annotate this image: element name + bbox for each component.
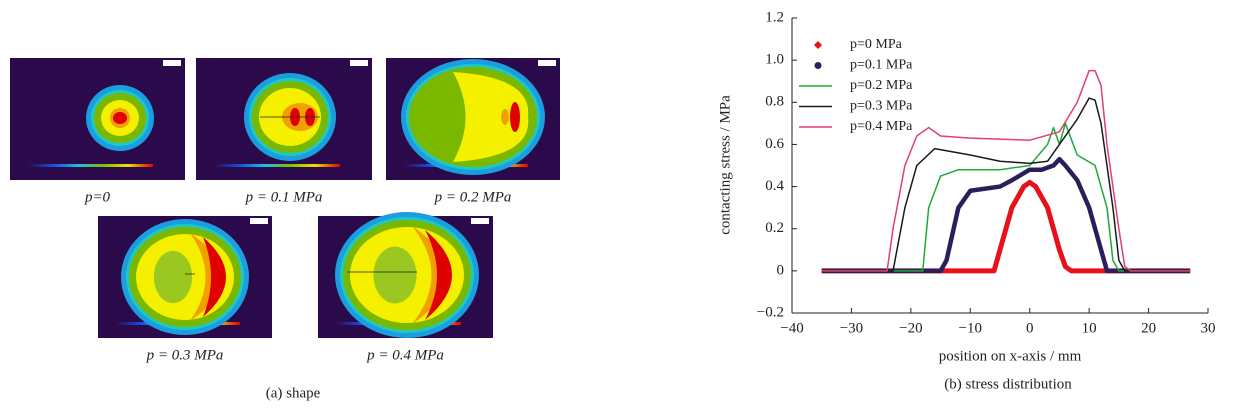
y-tick-label: 0.4: [765, 178, 784, 194]
image-label: p = 0.4 MPa: [366, 347, 444, 363]
y-tick-label: 0.8: [765, 94, 784, 110]
y-tick-label: −0.2: [757, 304, 784, 320]
colorbar: [214, 164, 340, 167]
x-tick-label: −30: [840, 320, 863, 336]
y-tick-label: 0.6: [765, 136, 784, 152]
image-label: p=0: [84, 189, 111, 205]
x-tick-label: −10: [959, 320, 982, 336]
legend-box: [471, 218, 489, 224]
legend-marker: [814, 41, 822, 49]
image-label: p = 0.3 MPa: [146, 347, 224, 363]
x-tick-label: 0: [1026, 320, 1034, 336]
x-tick-label: −40: [780, 320, 803, 336]
figure: (a) shape (b) stress distribution positi…: [0, 0, 1241, 419]
orange-zone: [501, 109, 509, 125]
y-axis-label: contacting stress / MPa: [717, 95, 733, 235]
contour-image: [98, 216, 272, 338]
contour-image: [386, 58, 560, 180]
chart-caption: (b) stress distribution: [944, 376, 1072, 392]
x-axis-label: position on x-axis / mm: [939, 348, 1082, 364]
image-label: p = 0.2 MPa: [434, 189, 512, 205]
y-tick-label: 0: [777, 262, 785, 278]
legend-label: p=0.2 MPa: [850, 78, 913, 93]
legend-label: p=0.3 MPa: [850, 99, 913, 114]
legend-label: p=0 MPa: [850, 37, 903, 52]
colorbar: [28, 164, 153, 167]
red-zone: [510, 102, 520, 132]
legend-box: [250, 218, 268, 224]
legend-label: p=0.4 MPa: [850, 119, 913, 134]
x-tick-label: 20: [1141, 320, 1156, 336]
image-label: p = 0.1 MPa: [245, 189, 323, 205]
series-line: [822, 123, 1190, 271]
red-zone: [113, 112, 127, 124]
legend-box: [350, 60, 368, 66]
panel-caption: (a) shape: [266, 385, 321, 401]
x-tick-label: 30: [1201, 320, 1216, 336]
green-core: [373, 247, 416, 304]
contour-image: [196, 58, 372, 180]
legend-box: [538, 60, 556, 66]
legend-box: [163, 60, 181, 66]
y-tick-label: 1.2: [765, 9, 784, 25]
legend-label: p=0.1 MPa: [850, 58, 913, 73]
figure-svg: (a) shape (b) stress distribution positi…: [0, 0, 1241, 419]
y-tick-label: 0.2: [765, 220, 784, 236]
contour-image: [10, 58, 185, 180]
series-line: [822, 182, 1190, 271]
x-tick-label: −20: [899, 320, 922, 336]
series-line: [822, 159, 1190, 271]
legend-marker: [815, 62, 822, 69]
contour-image: [318, 212, 493, 338]
y-tick-label: 1.0: [765, 52, 784, 68]
x-tick-label: 10: [1082, 320, 1097, 336]
green-core: [154, 251, 192, 303]
